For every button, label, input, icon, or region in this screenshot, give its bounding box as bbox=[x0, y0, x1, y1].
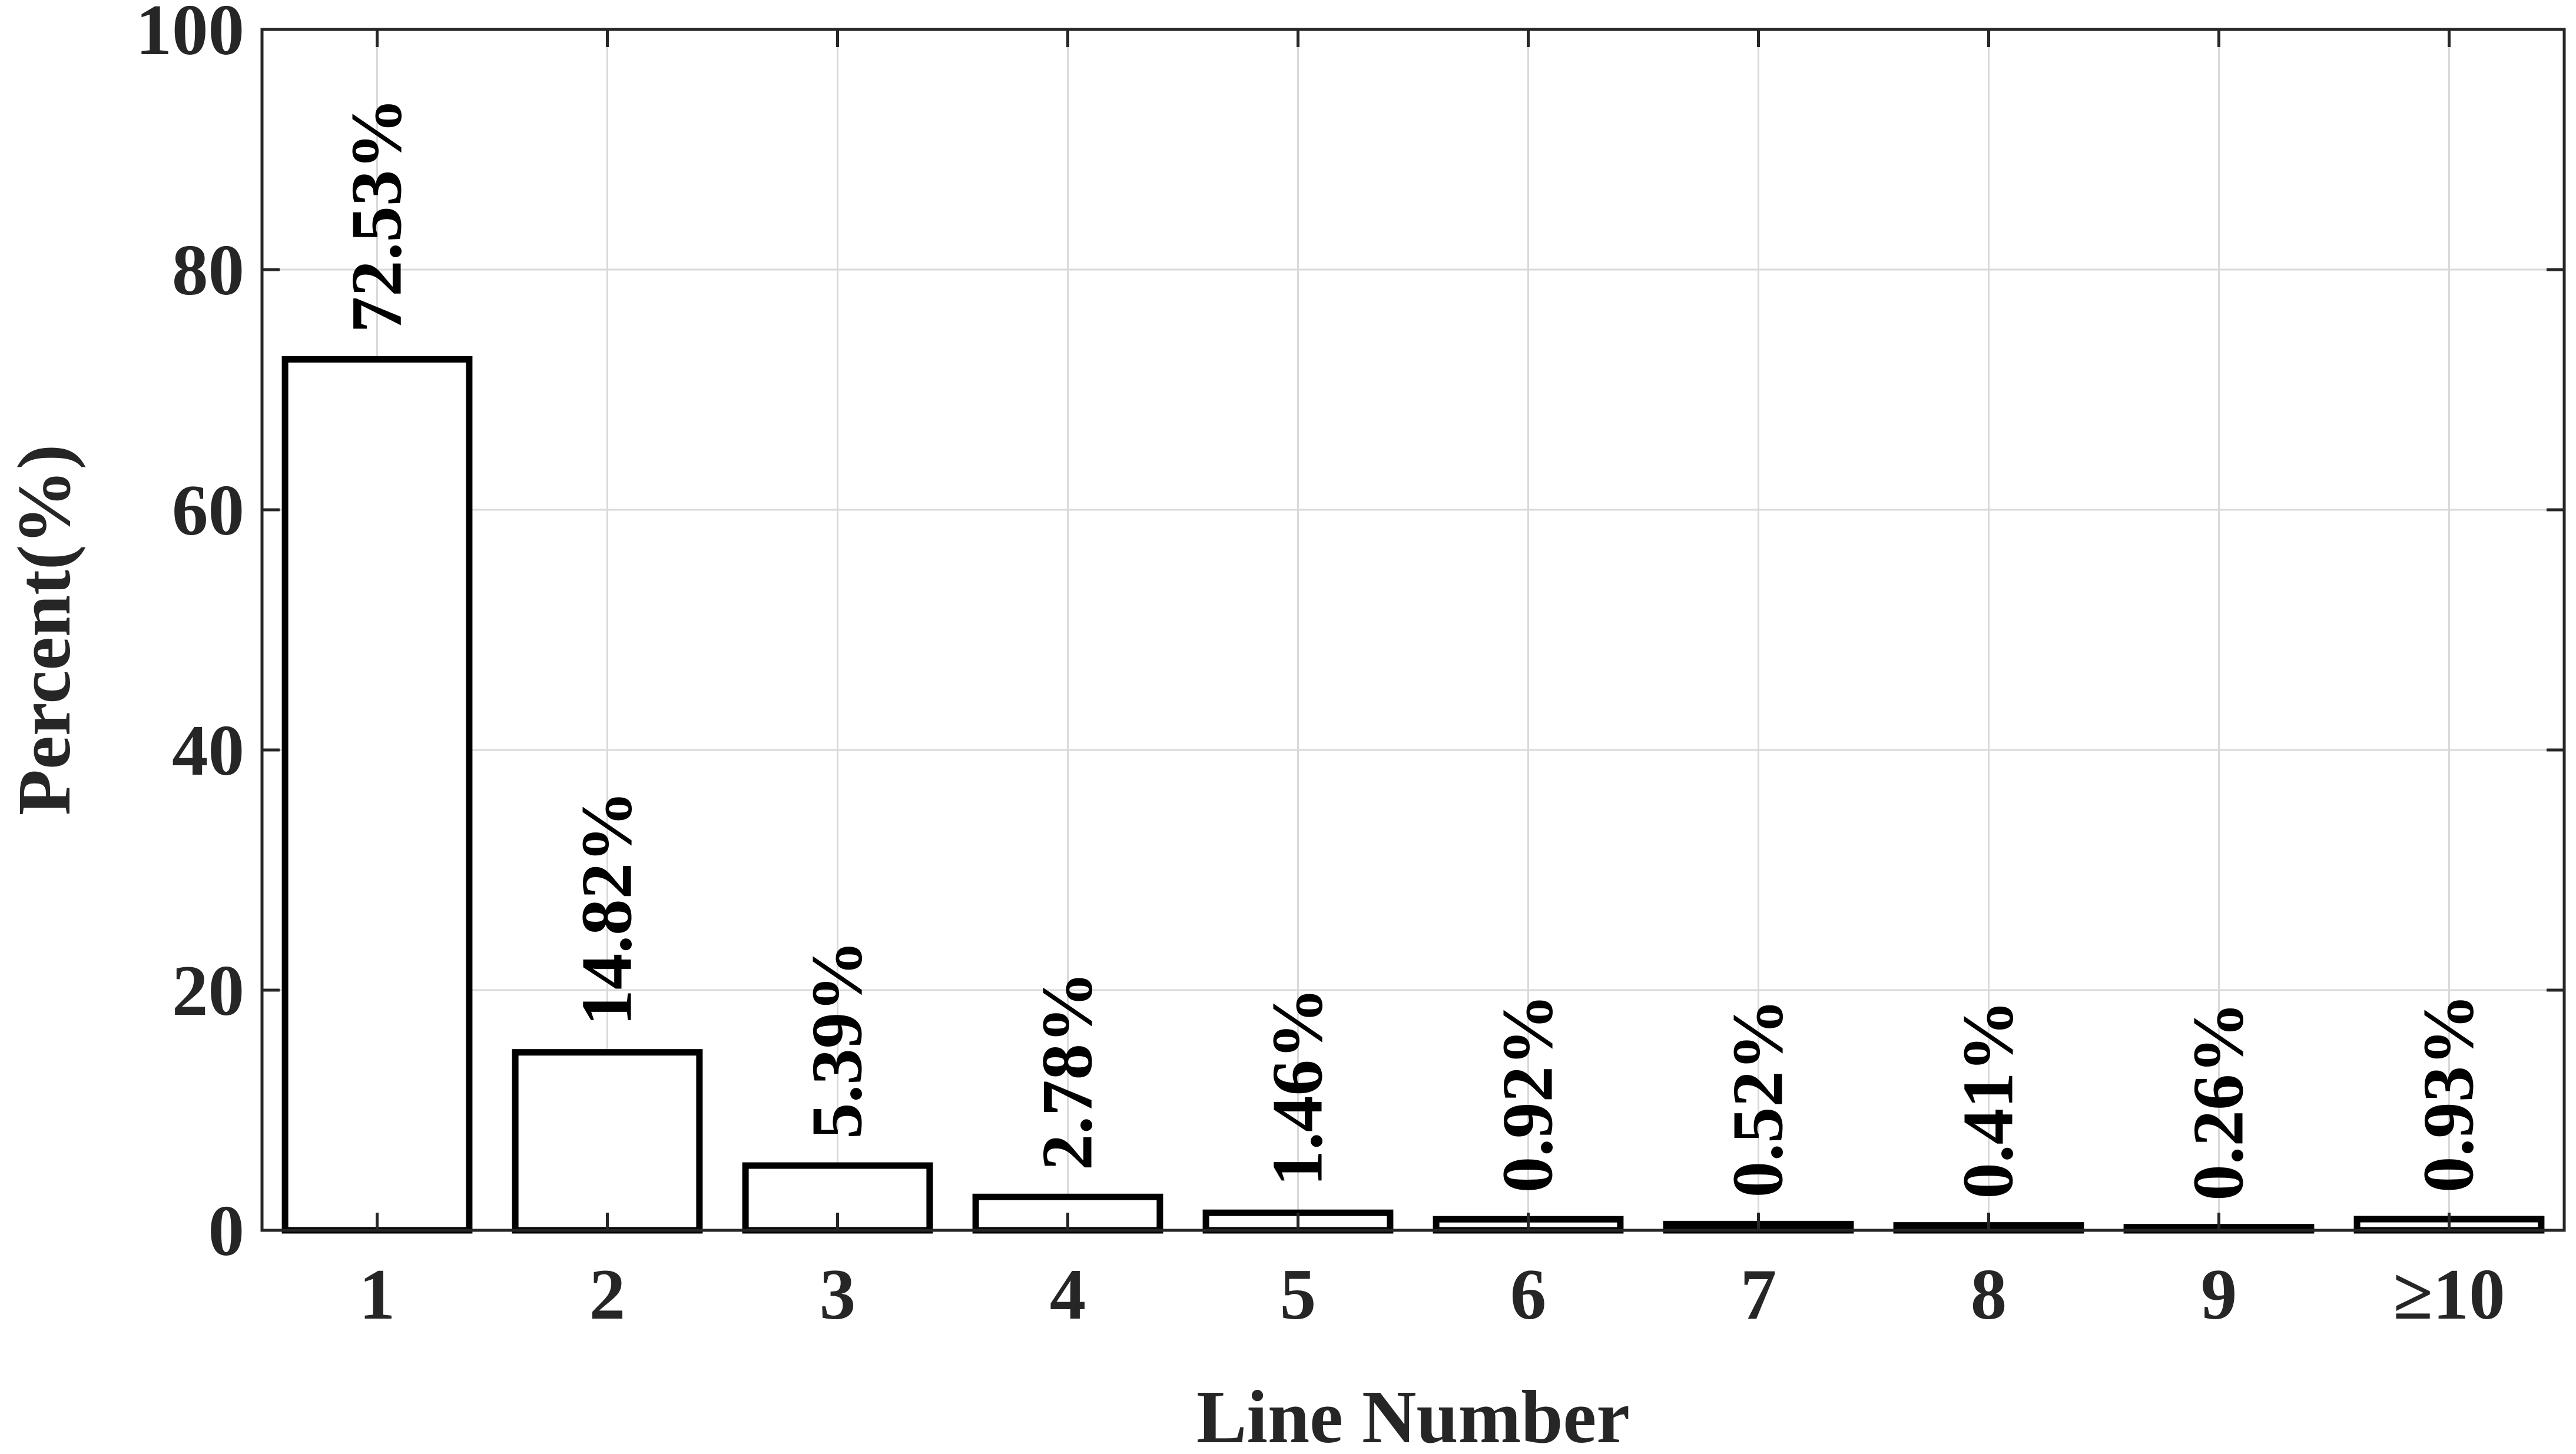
data-label: 72.53% bbox=[336, 98, 417, 333]
plot-frame bbox=[260, 28, 2566, 1232]
data-label: 2.78% bbox=[1027, 971, 1108, 1170]
data-label: 0.41% bbox=[1948, 1000, 2028, 1199]
data-label: 0.26% bbox=[2178, 1001, 2259, 1200]
data-label: 5.39% bbox=[797, 940, 877, 1139]
axis-ticks bbox=[262, 28, 2564, 1232]
x-axis-label: Line Number bbox=[1196, 1375, 1630, 1454]
data-label: 0.93% bbox=[2408, 994, 2489, 1193]
x-tick-label: 6 bbox=[1510, 1254, 1547, 1335]
y-tick-label: 40 bbox=[172, 710, 244, 791]
y-tick-labels: 0 20 40 60 80 100 bbox=[136, 0, 245, 1271]
data-label: 14.82% bbox=[566, 791, 647, 1026]
data-labels: 72.53% 14.82% 5.39% 2.78% 1.46% 0.92% 0.52% 0.4… bbox=[336, 98, 2489, 1201]
y-tick-label: 20 bbox=[172, 950, 244, 1031]
x-tick-label: 8 bbox=[1971, 1254, 2007, 1335]
y-tick-label: 80 bbox=[172, 230, 244, 310]
x-tick-label: 9 bbox=[2201, 1254, 2237, 1335]
data-label: 0.52% bbox=[1718, 998, 1798, 1197]
x-tick-label: 7 bbox=[1740, 1254, 1777, 1335]
x-tick-label: 5 bbox=[1280, 1254, 1317, 1335]
x-tick-labels: 1 2 3 4 5 6 7 8 9 ≥10 bbox=[359, 1254, 2505, 1335]
bar bbox=[281, 356, 473, 1234]
data-label: 0.92% bbox=[1487, 994, 1568, 1193]
grid-lines bbox=[262, 29, 2564, 1230]
x-tick-label: 4 bbox=[1050, 1254, 1086, 1335]
x-tick-label: ≥10 bbox=[2393, 1254, 2505, 1335]
y-tick-label: 0 bbox=[208, 1190, 245, 1271]
x-tick-label: 1 bbox=[359, 1254, 396, 1335]
y-tick-label: 100 bbox=[136, 0, 245, 70]
bar bbox=[512, 1049, 703, 1234]
data-label: 1.46% bbox=[1257, 987, 1338, 1186]
x-tick-label: 3 bbox=[820, 1254, 856, 1335]
y-axis-label: Percent(%) bbox=[2, 444, 86, 815]
x-tick-label: 2 bbox=[589, 1254, 626, 1335]
y-tick-label: 60 bbox=[172, 470, 244, 550]
